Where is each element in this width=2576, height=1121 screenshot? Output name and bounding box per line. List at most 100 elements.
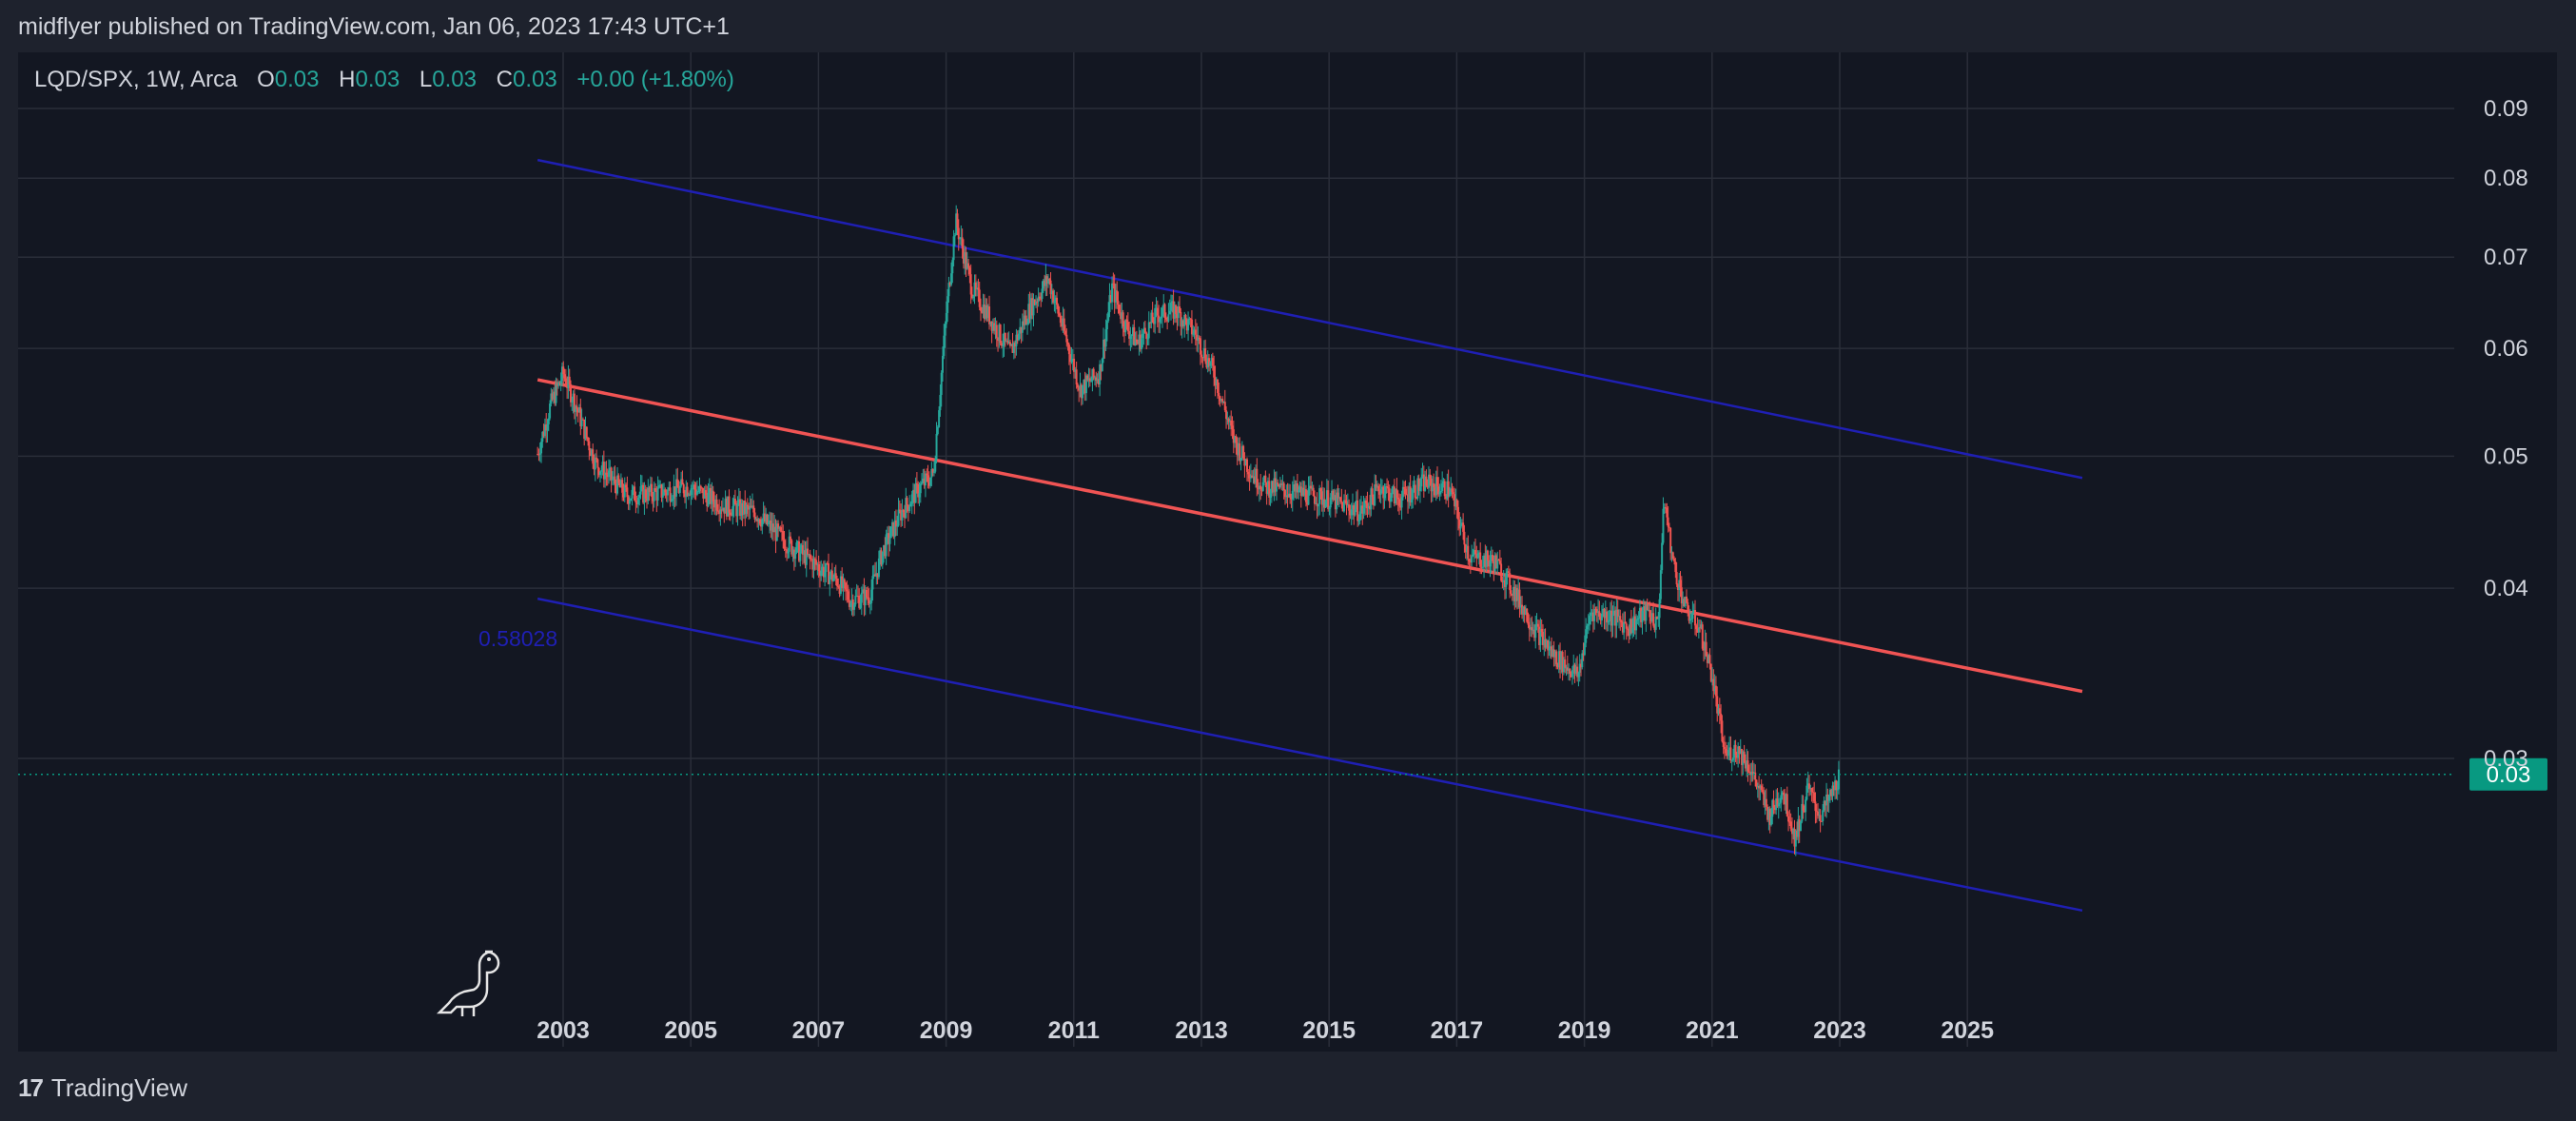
candle-body <box>1257 487 1259 490</box>
candle-body <box>824 571 827 578</box>
x-tick-label: 2009 <box>920 1017 973 1044</box>
candle-body <box>1405 494 1408 496</box>
candle-body <box>581 419 584 421</box>
candle-body <box>551 393 554 400</box>
candle-body <box>1395 489 1398 498</box>
candle-body <box>1135 339 1138 343</box>
trend-line-mid <box>537 378 2083 694</box>
candle-body <box>1239 457 1242 462</box>
candle-body <box>708 487 711 493</box>
candle-body <box>1790 828 1793 835</box>
candle-body <box>642 484 645 503</box>
candle-body <box>1636 619 1639 620</box>
candle-body <box>1118 305 1121 314</box>
candle-body <box>787 551 790 554</box>
candle-body <box>1329 497 1332 508</box>
candle-body <box>790 540 793 555</box>
candle-body <box>1113 283 1116 303</box>
candle-body <box>617 475 620 483</box>
candle-body <box>663 489 666 496</box>
candle-body <box>1433 482 1435 488</box>
candle-body <box>1810 787 1813 793</box>
candle-body <box>1033 299 1036 305</box>
candle-body <box>1540 628 1543 632</box>
candle-body <box>694 489 697 495</box>
candle-body <box>1576 666 1579 678</box>
candle-body <box>1663 506 1666 509</box>
footer[interactable]: 17 TradingView <box>18 1073 187 1103</box>
candle-body <box>594 457 596 470</box>
candle-body <box>1389 498 1392 502</box>
trend-lines[interactable] <box>537 158 2083 913</box>
candle-body <box>900 510 903 521</box>
candle-body <box>628 500 631 504</box>
candle-body <box>1776 798 1779 807</box>
y-tick-label: 0.05 <box>2484 443 2528 469</box>
candle-body <box>1035 301 1038 305</box>
candle-body <box>853 604 856 610</box>
candle-body <box>1480 566 1483 568</box>
candle-body <box>1356 500 1359 521</box>
candle-body <box>1240 445 1243 458</box>
time-axis[interactable]: 2003 2005 2007 2009 2011 2013 2015 2017 2019 2021… <box>537 1017 1994 1044</box>
x-tick-label: 2003 <box>537 1017 590 1044</box>
candle-body <box>874 574 877 577</box>
candle-body <box>1418 486 1421 491</box>
candle-body <box>1413 484 1415 490</box>
candle-body <box>1716 696 1719 714</box>
candle-body <box>1015 334 1018 347</box>
price-axis[interactable]: 0.09 0.08 0.07 0.06 0.05 0.04 0.03 <box>2484 96 2528 772</box>
candle-body <box>1150 312 1153 324</box>
candle-body <box>1456 506 1459 520</box>
candle-body <box>1637 618 1640 620</box>
candle-body <box>745 504 748 515</box>
candle-body <box>677 487 680 493</box>
candle-body <box>839 576 842 594</box>
candle-body <box>803 550 806 555</box>
chart-panel[interactable] <box>18 52 2557 1052</box>
candle-body <box>846 589 849 592</box>
candle-body <box>1274 478 1277 492</box>
candle-body <box>1572 664 1575 671</box>
y-tick-label: 0.06 <box>2484 336 2528 362</box>
candle-body <box>935 433 938 461</box>
candle-body <box>1303 489 1306 496</box>
candle-body <box>796 541 799 543</box>
candle-body <box>578 407 581 413</box>
candle-body <box>707 492 710 507</box>
candle-body <box>1217 379 1220 393</box>
candle-body <box>778 527 781 529</box>
candle-body <box>1797 818 1800 837</box>
candle-body <box>1514 587 1517 601</box>
candle-body <box>1049 280 1052 295</box>
candle-body <box>1126 322 1129 331</box>
candle-body <box>623 484 626 498</box>
candle-body <box>1125 319 1128 323</box>
candle-body <box>1799 821 1802 832</box>
candle-body <box>779 527 782 531</box>
candle-body <box>1434 487 1436 496</box>
candle-body <box>858 596 861 608</box>
candle-body <box>1465 545 1468 553</box>
last-price-line: 0.03 <box>18 757 2547 791</box>
candle-body <box>537 454 540 456</box>
candle-body <box>716 510 719 512</box>
candle-body <box>1040 298 1043 300</box>
candle-body <box>981 310 984 313</box>
candle-body <box>1805 785 1808 800</box>
candle-body <box>841 576 844 588</box>
candle-body <box>1382 486 1385 499</box>
candle-body <box>1746 760 1748 769</box>
candle-body <box>1255 468 1258 483</box>
candle-body <box>1827 795 1830 801</box>
candle-body <box>1485 550 1488 567</box>
candle-body <box>697 491 700 493</box>
candle-body <box>950 273 953 285</box>
candle-body <box>1176 313 1179 319</box>
candle-body <box>1281 482 1284 485</box>
candle-body <box>800 544 803 552</box>
candle-body <box>1273 478 1276 493</box>
candle-body <box>997 338 1000 342</box>
candle-body <box>549 403 552 419</box>
